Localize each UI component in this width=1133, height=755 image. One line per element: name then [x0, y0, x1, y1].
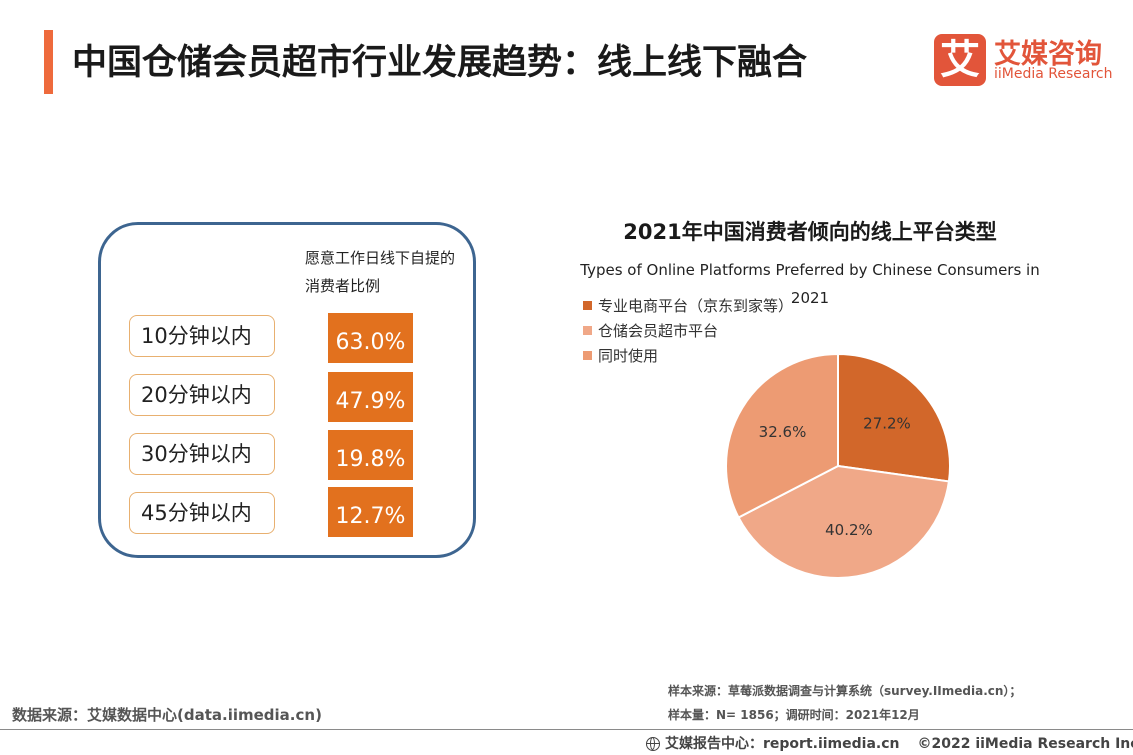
offline-pickup-panel: [98, 222, 476, 558]
logo-mark: 艾: [934, 34, 986, 86]
pickup-time-label: 20分钟以内: [129, 374, 275, 416]
iimedia-logo: 艾 艾媒咨询 iiMedia Research: [934, 34, 1114, 88]
pickup-time-label: 45分钟以内: [129, 492, 275, 534]
legend-label: 专业电商平台（京东到家等）: [598, 297, 794, 315]
globe-icon: [646, 737, 660, 751]
logo-text-en: iiMedia Research: [994, 66, 1113, 82]
sample-source: 样本来源：草莓派数据调查与计算系统（survey.IImedia.cn）；: [668, 684, 1022, 698]
pickup-time-label: 10分钟以内: [129, 315, 275, 357]
data-source: 数据来源：艾媒数据中心(data.iimedia.cn): [12, 706, 322, 724]
pickup-ratio-value: 19.8%: [328, 430, 413, 480]
chart-title: 2021年中国消费者倾向的线上平台类型: [623, 220, 997, 244]
pie-slice-label: 40.2%: [825, 521, 873, 539]
sample-size: 样本量：N= 1856；调研时间：2021年12月: [668, 708, 920, 722]
footer-divider: [0, 729, 1133, 730]
footer: 艾媒报告中心：report.iimedia.cn ©2022 iiMedia Re…: [646, 733, 1133, 753]
logo-text-cn: 艾媒咨询: [994, 39, 1102, 70]
legend-swatch: [583, 326, 592, 335]
title-accent-bar: [44, 30, 53, 94]
pie-slice-label: 32.6%: [759, 423, 807, 441]
legend-label: 仓储会员超市平台: [598, 322, 719, 340]
copyright: ©2022 iiMedia Research Inc: [917, 736, 1133, 752]
pie-slice: [737, 464, 951, 579]
pickup-ratio-value: 63.0%: [328, 313, 413, 363]
pickup-column-header: 愿意工作日线下自提的消费者比例: [305, 249, 456, 295]
pie-slice: [725, 352, 839, 519]
pickup-ratio-value: 47.9%: [328, 372, 413, 422]
pie-slice: [837, 352, 951, 483]
pickup-ratio-value: 12.7%: [328, 487, 413, 537]
pie-slice-label: 27.2%: [863, 414, 911, 432]
report-center-link[interactable]: 艾媒报告中心：report.iimedia.cn: [665, 736, 900, 752]
legend-swatch: [583, 301, 592, 310]
chart-subtitle: Types of Online Platforms Preferred by C…: [580, 261, 1040, 307]
pickup-time-label: 30分钟以内: [129, 433, 275, 475]
legend-label: 同时使用: [598, 347, 659, 365]
legend-swatch: [583, 351, 592, 360]
page-title: 中国仓储会员超市行业发展趋势：线上线下融合: [72, 43, 808, 83]
